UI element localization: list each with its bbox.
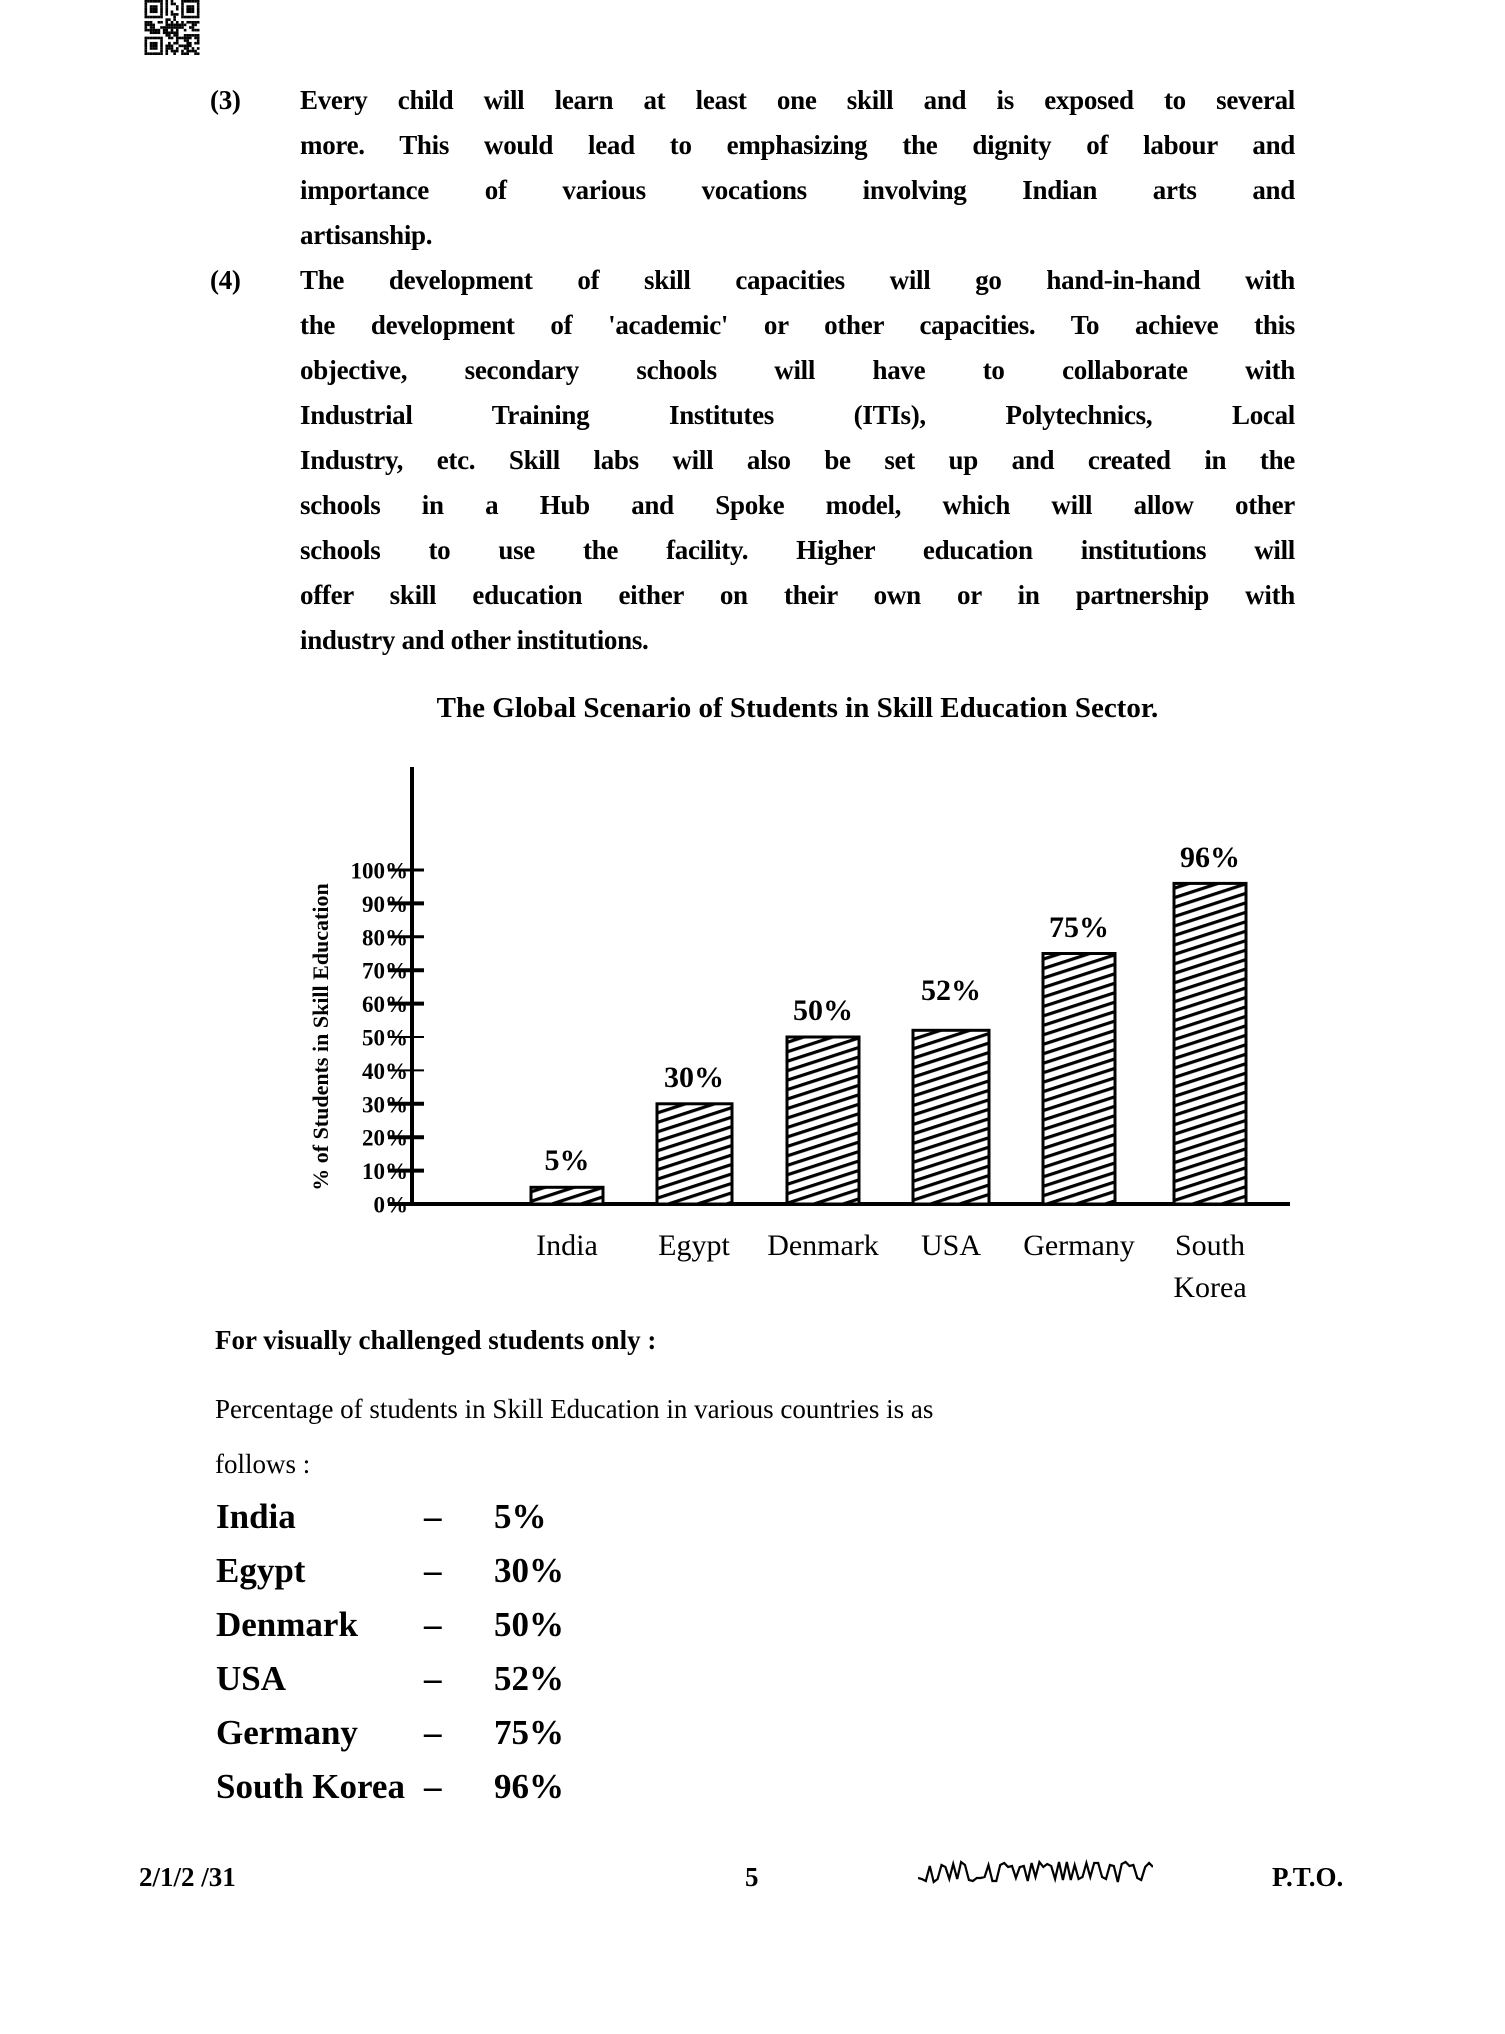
svg-text:Korea: Korea [1173, 1271, 1246, 1304]
svg-text:% of Students in Skill Educati: % of Students in Skill Education [308, 883, 333, 1190]
svg-text:30%: 30% [362, 1092, 408, 1117]
svg-text:96%: 96% [1180, 841, 1240, 874]
svg-text:100%: 100% [351, 859, 409, 884]
svg-text:Denmark: Denmark [767, 1229, 879, 1262]
svg-text:50%: 50% [793, 994, 853, 1027]
svg-text:50%: 50% [362, 1026, 408, 1051]
svg-text:10%: 10% [362, 1159, 408, 1184]
svg-text:40%: 40% [362, 1059, 408, 1084]
svg-text:70%: 70% [362, 959, 408, 984]
svg-text:South: South [1175, 1229, 1245, 1262]
svg-text:90%: 90% [362, 892, 408, 917]
svg-text:Egypt: Egypt [658, 1229, 730, 1262]
svg-text:USA: USA [921, 1229, 981, 1262]
svg-text:75%: 75% [1049, 911, 1109, 944]
svg-text:80%: 80% [362, 925, 408, 950]
svg-text:20%: 20% [362, 1126, 408, 1151]
svg-text:Germany: Germany [1023, 1229, 1135, 1262]
svg-text:0%: 0% [374, 1193, 409, 1218]
svg-text:5%: 5% [545, 1144, 590, 1177]
svg-text:30%: 30% [664, 1061, 724, 1094]
svg-text:52%: 52% [921, 974, 981, 1007]
svg-text:60%: 60% [362, 992, 408, 1017]
svg-text:India: India [536, 1229, 598, 1262]
